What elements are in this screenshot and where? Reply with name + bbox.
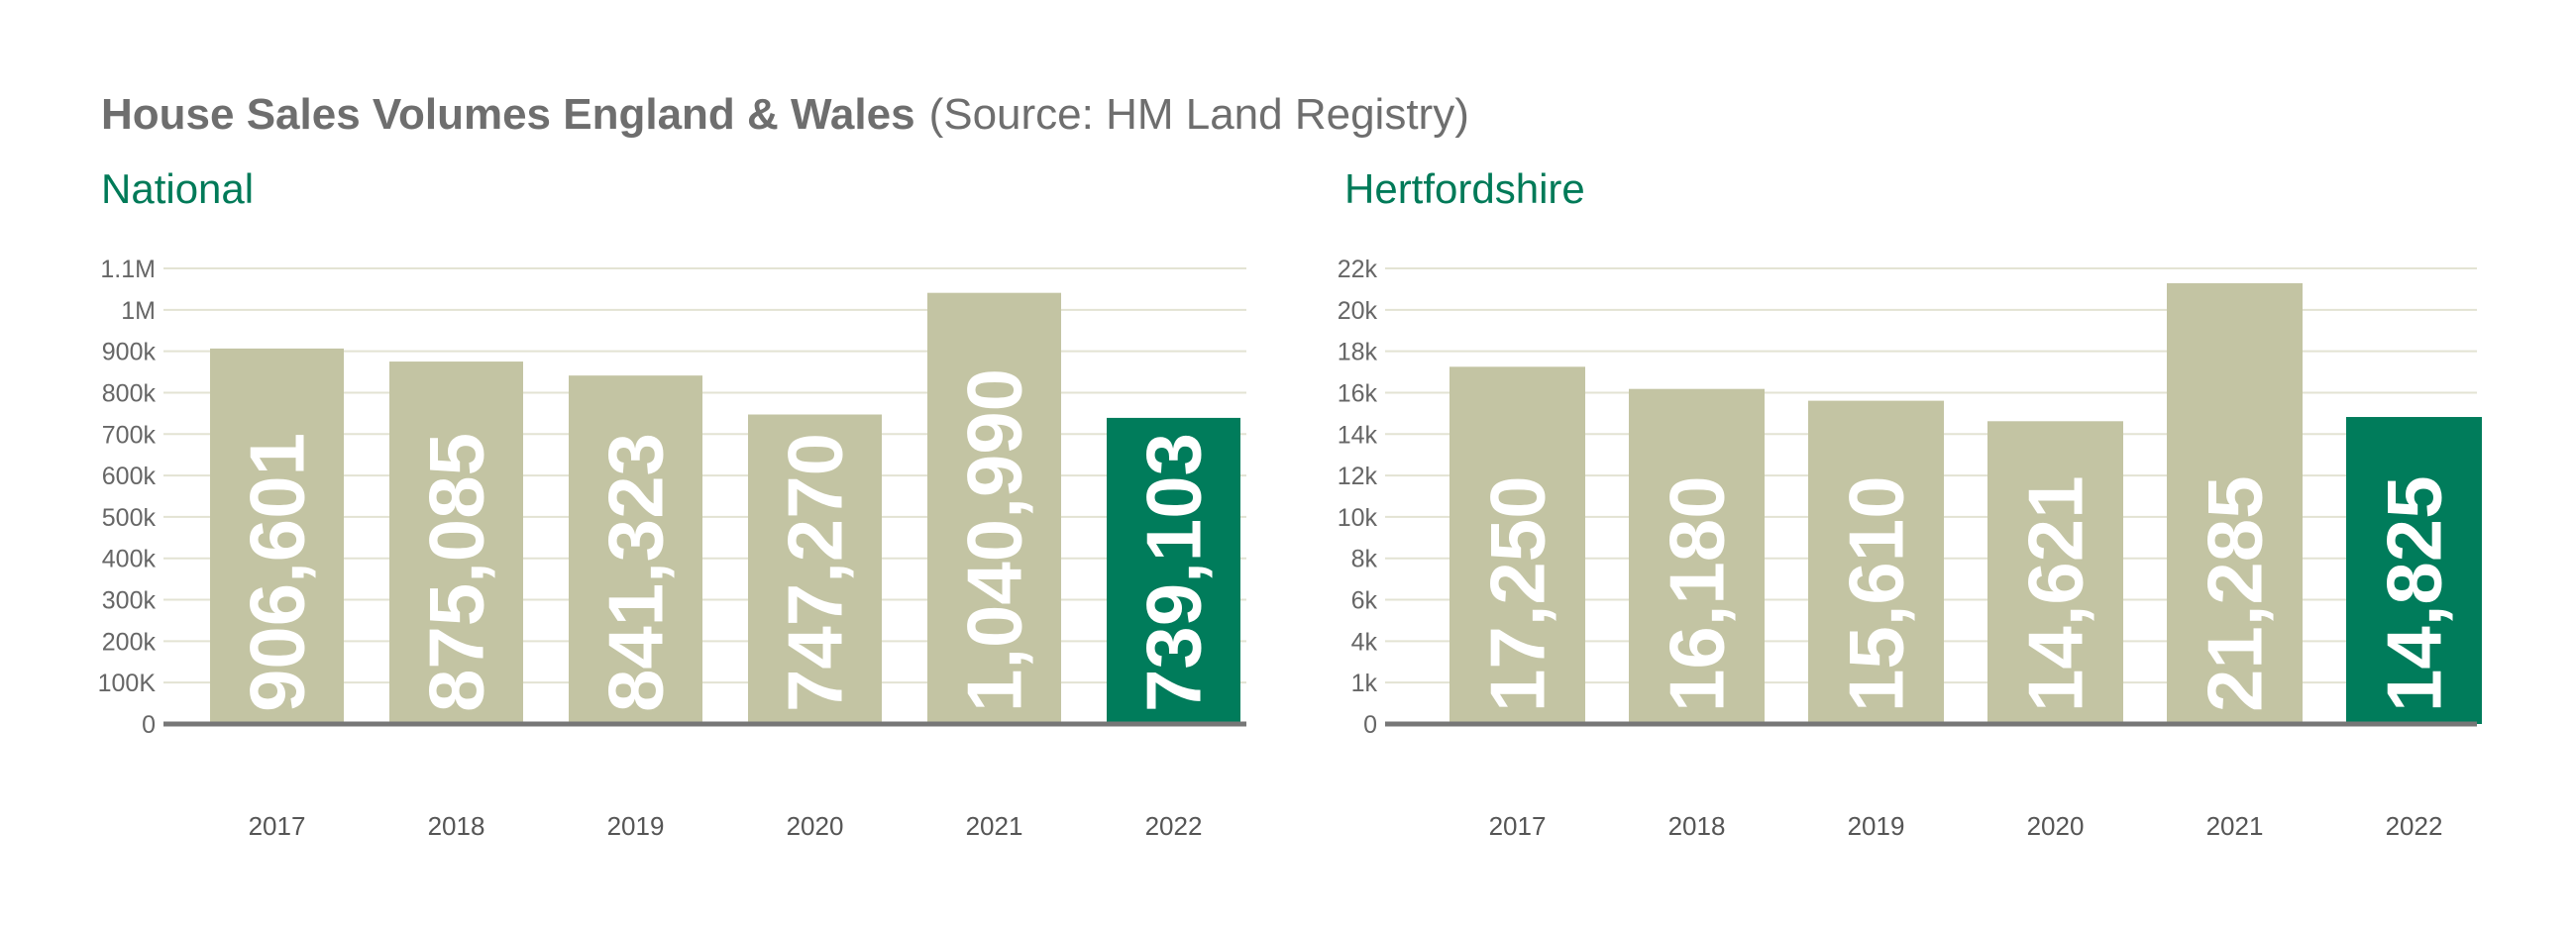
source-text: (Source: HM Land Registry) (929, 90, 1469, 139)
bar-2020 (1987, 421, 2123, 724)
y-tick-label: 14k (1338, 421, 1378, 449)
y-tick-label: 12k (1338, 463, 1378, 490)
x-tick-label: 2017 (249, 811, 306, 841)
bar-2022 (2346, 417, 2482, 724)
y-tick-label: 600k (102, 463, 157, 490)
y-tick-label: 800k (102, 379, 157, 407)
y-tick-label: 20k (1338, 297, 1378, 325)
y-tick-label: 1.1M (100, 256, 156, 283)
national-chart: National 0 100K 200k 300k 400k 500k 600k 700k 800… (98, 165, 1246, 841)
bar-value-label: 739,103 (1130, 433, 1218, 712)
bar-value-label: 1,040,990 (951, 368, 1038, 712)
x-tick-label: 2018 (428, 811, 485, 841)
bar-value-label: 875,085 (413, 433, 500, 712)
y-tick-label: 500k (102, 504, 157, 532)
bar-value-label: 747,270 (772, 433, 859, 712)
x-tick-label: 2019 (1848, 811, 1905, 841)
main-title: House Sales Volumes England & Wales (Sour… (101, 90, 1469, 139)
x-tick-label: 2019 (607, 811, 665, 841)
bar-2020 (748, 414, 882, 724)
y-tick-label: 0 (142, 711, 156, 739)
title-text: House Sales Volumes England & Wales (101, 90, 915, 139)
bar-2021 (927, 292, 1061, 724)
y-tick-label: 1k (1351, 670, 1378, 697)
y-tick-label: 4k (1351, 628, 1378, 656)
y-tick-label: 300k (102, 587, 157, 615)
y-tick-label: 6k (1351, 587, 1378, 615)
y-tick-label: 400k (102, 546, 157, 573)
bar-value-label: 841,323 (592, 433, 680, 712)
bar-value-label: 17,250 (1474, 475, 1561, 712)
y-tick-label: 700k (102, 421, 157, 449)
bar-value-label: 21,285 (2192, 475, 2279, 712)
chart-subtitle: Hertfordshire (1344, 165, 1585, 212)
bar-2018 (389, 362, 523, 724)
x-tick-label: 2022 (2386, 811, 2443, 841)
bar-2019 (1808, 400, 1944, 724)
hertfordshire-chart: Hertfordshire 0 1k 4k 6k 8k 10k 12k 14k 16k 18k 20k… (1338, 165, 2482, 841)
x-tick-label: 2017 (1489, 811, 1547, 841)
x-tick-label: 2020 (787, 811, 844, 841)
bar-value-label: 15,610 (1833, 475, 1920, 712)
bar-value-label: 14,621 (2012, 475, 2099, 712)
x-tick-label: 2020 (2027, 811, 2085, 841)
x-tick-label: 2021 (966, 811, 1023, 841)
bar-2017 (1449, 366, 1585, 724)
bar-2021 (2167, 282, 2303, 724)
y-tick-label: 200k (102, 628, 157, 656)
y-tick-label: 10k (1338, 504, 1378, 532)
y-tick-label: 22k (1338, 256, 1378, 283)
chart-subtitle: National (101, 165, 254, 212)
y-tick-label: 900k (102, 339, 157, 366)
y-tick-label: 8k (1351, 546, 1378, 573)
bar-value-label: 16,180 (1654, 475, 1741, 712)
y-tick-label: 100K (98, 670, 157, 697)
x-tick-label: 2022 (1145, 811, 1203, 841)
y-tick-label: 1M (121, 297, 156, 325)
bar-2017 (210, 348, 344, 724)
x-tick-label: 2021 (2206, 811, 2264, 841)
y-tick-label: 16k (1338, 379, 1378, 407)
bar-value-label: 906,601 (234, 433, 321, 712)
bar-2022 (1107, 417, 1240, 724)
bar-2019 (569, 375, 702, 724)
bar-value-label: 14,825 (2371, 475, 2458, 712)
y-tick-label: 0 (1363, 711, 1377, 739)
x-tick-label: 2018 (1668, 811, 1726, 841)
bar-2018 (1629, 388, 1765, 724)
y-tick-label: 18k (1338, 339, 1378, 366)
